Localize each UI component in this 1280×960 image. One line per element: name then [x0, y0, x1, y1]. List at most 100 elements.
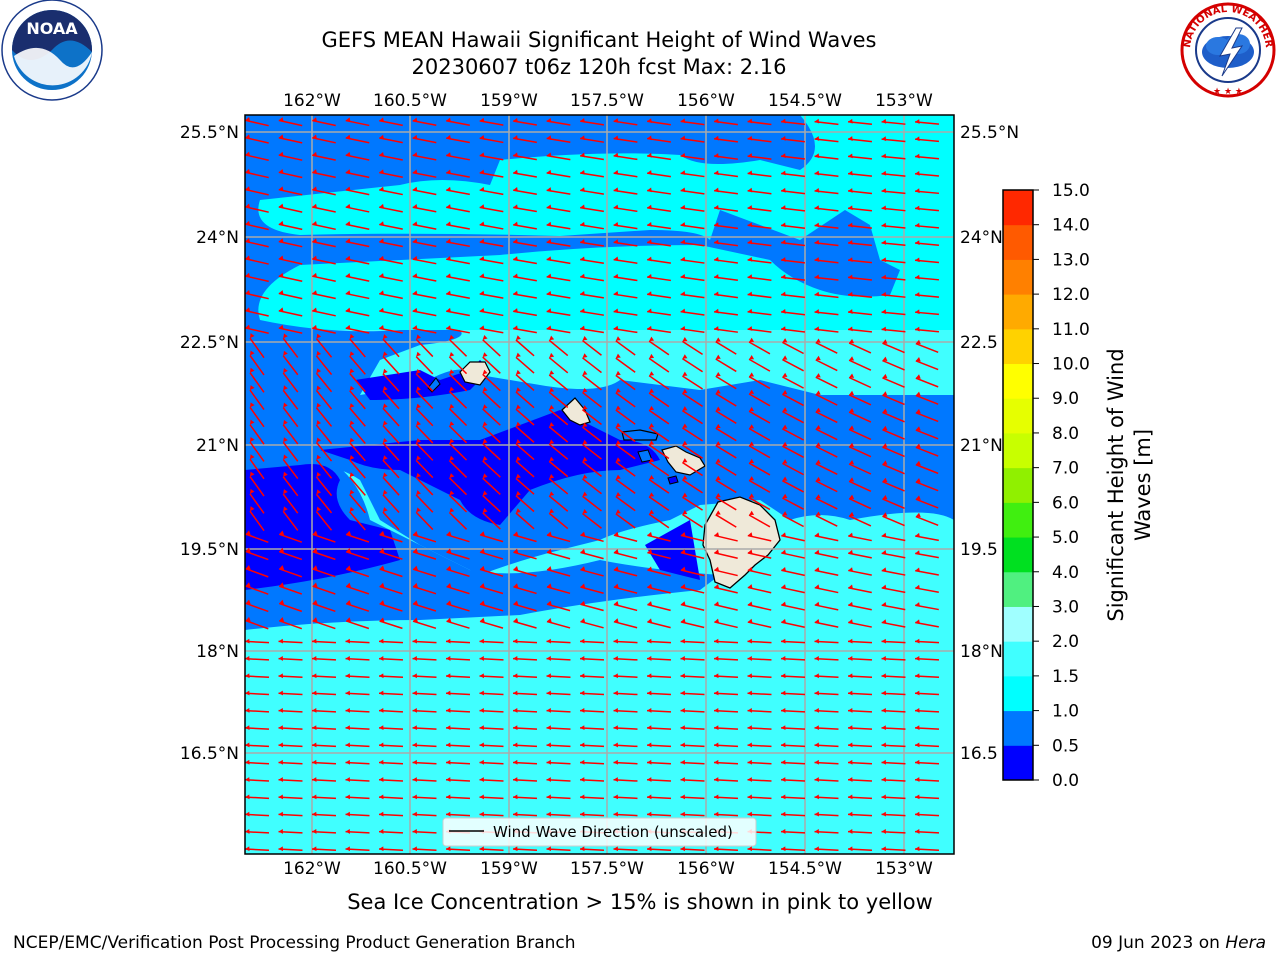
colorbar-segment: [1003, 363, 1033, 399]
wave-vector-head: [446, 221, 451, 227]
wave-vector-head: [449, 403, 455, 409]
wave-vector-head: [615, 405, 621, 411]
wave-vector-head: [814, 257, 820, 262]
wave-vector-head: [245, 690, 250, 696]
wave-vector-head: [815, 338, 821, 343]
wave-vector-head: [647, 549, 653, 554]
wave-vector-head: [379, 617, 385, 622]
map-area: [245, 115, 954, 854]
wave-vector-head: [312, 673, 317, 679]
wave-vector: [415, 442, 434, 461]
wave-vector-head: [647, 583, 653, 589]
colorbar-frame: [1002, 189, 1034, 781]
wave-vector-head: [449, 473, 455, 478]
svg-text:16.5°N: 16.5°N: [180, 744, 239, 764]
wave-vector-head: [715, 441, 721, 446]
wave-vector-head: [379, 638, 384, 644]
wave-vector-head: [882, 494, 888, 500]
colorbar: [1002, 189, 1034, 781]
wave-vector-head: [814, 794, 820, 800]
wave-vector-head: [449, 334, 455, 340]
wave-vector-head: [680, 152, 686, 158]
wave-vector-head: [546, 846, 552, 852]
wave-vector-head: [312, 238, 318, 244]
wave-vector-head: [580, 291, 585, 296]
wave-vector-head: [312, 307, 318, 313]
wave-vector: [615, 513, 636, 529]
wave-vector: [546, 568, 571, 577]
wave-vector-head: [647, 618, 653, 624]
wave-vector-head: [647, 566, 653, 572]
wave-vector-head: [680, 308, 686, 314]
wave-vector-head: [245, 220, 251, 226]
wave-vector-head: [714, 239, 719, 245]
wave-vector-head: [781, 153, 786, 159]
wave-vector: [482, 460, 501, 478]
wave-vector: [748, 393, 771, 407]
wave-vector: [882, 480, 905, 492]
wave-vector-head: [680, 222, 686, 227]
wave-vector: [515, 408, 535, 426]
wave-vector-head: [881, 153, 887, 159]
wave-vector-head: [446, 307, 451, 313]
wave-vector-head: [446, 707, 451, 713]
colorbar-ticks: 0.0 0.5 1.0 1.5 2.0 3.0 4.0 5.0 6.0 7.0 8.0 9.0 10.0…: [1033, 181, 1090, 791]
wave-vector-head: [546, 117, 552, 123]
wave-vector-head: [747, 274, 753, 280]
wave-vector: [615, 495, 636, 512]
wave-vector-head: [580, 600, 586, 606]
wave-vector-head: [613, 618, 619, 623]
wave-vector-head: [546, 617, 552, 623]
wave-vector-head: [345, 742, 351, 748]
wave-vector: [582, 512, 602, 529]
wave-vector-head: [446, 656, 451, 661]
wave-vector: [415, 511, 434, 531]
wave-vector: [848, 411, 872, 423]
wave-vector-head: [915, 374, 921, 379]
svg-text:160.5°W: 160.5°W: [373, 91, 447, 111]
wave-vector: [580, 603, 604, 612]
wave-vector: [448, 442, 468, 461]
wave-vector: [382, 459, 400, 479]
wave-vector-head: [382, 368, 388, 374]
wave-vector-head: [312, 530, 318, 536]
svg-text:159°W: 159°W: [480, 91, 538, 111]
colorbar-segment: [1003, 467, 1033, 503]
wave-vector: [482, 373, 501, 392]
wave-vector: [382, 476, 400, 496]
wave-vector: [915, 463, 939, 475]
wave-vector-head: [546, 290, 552, 296]
wave-vector-head: [283, 489, 288, 495]
wave-vector-head: [412, 690, 418, 696]
wave-vector-head: [781, 291, 786, 297]
wave-vector: [582, 391, 602, 408]
wave-vector: [748, 427, 771, 441]
wave-vector-head: [714, 777, 719, 782]
wave-vector-head: [815, 424, 821, 430]
wave-vector: [448, 425, 468, 444]
wave-vector-head: [848, 118, 853, 124]
wave-vector-head: [814, 187, 820, 193]
wave-vector-head: [881, 619, 887, 624]
wave-vector-head: [915, 707, 920, 713]
wave-vector-head: [848, 673, 853, 679]
wave-vector-head: [345, 794, 351, 800]
colorbar-segment: [1003, 710, 1033, 746]
wave-vector: [315, 511, 333, 531]
wave-vector-head: [747, 673, 753, 679]
wave-vector: [682, 358, 703, 373]
wave-vector-head: [479, 583, 485, 588]
wave-vector-head: [682, 336, 688, 342]
wave-vector-head: [449, 369, 455, 375]
wave-vector-head: [412, 811, 418, 817]
colorbar-segment: [1003, 259, 1033, 295]
wave-vector-head: [278, 169, 284, 174]
wave-vector-head: [647, 135, 652, 141]
wave-vector-head: [848, 153, 853, 159]
wave-vector-head: [649, 336, 655, 342]
colorbar-segment: [1003, 502, 1033, 538]
wave-vector-head: [449, 455, 455, 461]
wave-vector: [448, 373, 468, 392]
wave-vector: [315, 407, 333, 427]
wave-vector: [513, 603, 537, 612]
